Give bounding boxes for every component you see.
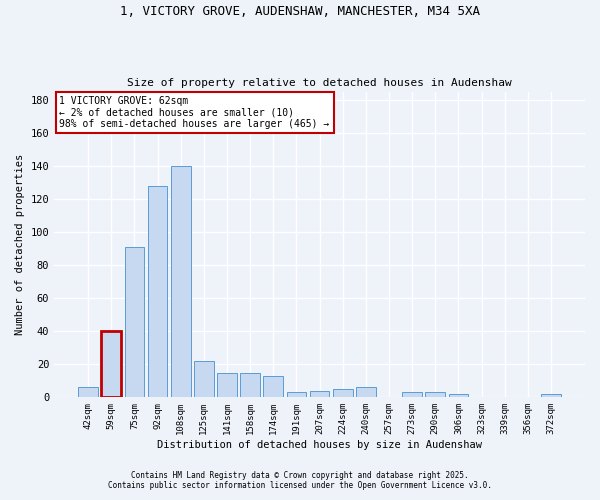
Text: Contains HM Land Registry data © Crown copyright and database right 2025.
Contai: Contains HM Land Registry data © Crown c…	[108, 470, 492, 490]
Y-axis label: Number of detached properties: Number of detached properties	[15, 154, 25, 335]
Bar	[425, 392, 445, 398]
Title: Size of property relative to detached houses in Audenshaw: Size of property relative to detached ho…	[127, 78, 512, 88]
Bar	[403, 392, 422, 398]
Text: 1 VICTORY GROVE: 62sqm
← 2% of detached houses are smaller (10)
98% of semi-deta: 1 VICTORY GROVE: 62sqm ← 2% of detached …	[59, 96, 330, 130]
Bar	[217, 372, 237, 398]
X-axis label: Distribution of detached houses by size in Audenshaw: Distribution of detached houses by size …	[157, 440, 482, 450]
Bar	[171, 166, 191, 398]
Bar	[148, 186, 167, 398]
Bar	[194, 361, 214, 398]
Text: 1, VICTORY GROVE, AUDENSHAW, MANCHESTER, M34 5XA: 1, VICTORY GROVE, AUDENSHAW, MANCHESTER,…	[120, 5, 480, 18]
Bar	[263, 376, 283, 398]
Bar	[356, 388, 376, 398]
Bar	[541, 394, 561, 398]
Bar	[333, 389, 353, 398]
Bar	[287, 392, 306, 398]
Bar	[78, 388, 98, 398]
Bar	[241, 372, 260, 398]
Bar	[310, 390, 329, 398]
Bar	[449, 394, 468, 398]
Bar	[101, 331, 121, 398]
Bar	[125, 247, 144, 398]
